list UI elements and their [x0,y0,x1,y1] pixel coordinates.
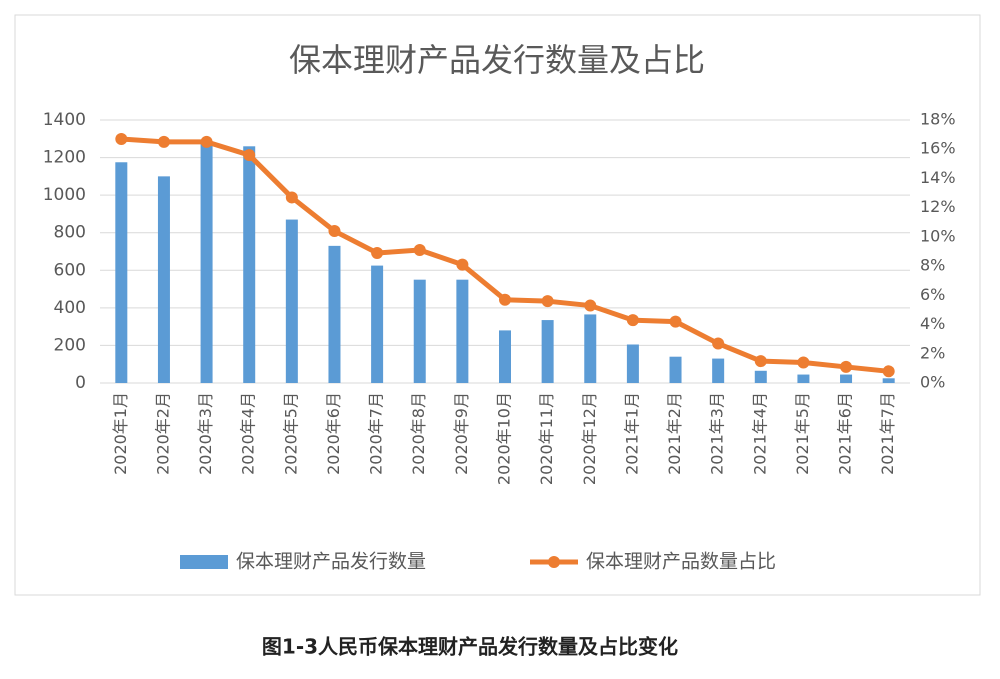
x-tick-label: 2020年8月 [409,392,428,475]
y2-tick-label: 4% [920,314,945,333]
bar [285,219,298,383]
legend-swatch [548,556,560,568]
bar [840,374,853,383]
x-tick-label: 2020年9月 [452,392,471,475]
line-marker [499,293,511,306]
y-tick-label: 800 [54,223,86,243]
line-marker [669,315,682,328]
y2-tick-label: 14% [920,168,956,187]
bar [157,176,170,383]
bar [243,146,256,383]
x-tick-label: 2020年6月 [324,392,343,475]
line-marker [882,365,895,378]
y-tick-label: 200 [54,335,86,355]
x-tick-label: 2020年3月 [196,392,215,475]
bar [499,330,511,383]
line-marker [413,244,426,257]
legend-swatch [180,555,228,569]
line-marker [840,360,853,373]
x-tick-label: 2020年10月 [495,392,514,485]
bar [712,358,725,383]
bar [328,245,341,383]
x-tick-label: 2020年7月 [367,392,386,475]
x-tick-label: 2021年3月 [708,392,727,475]
bar [115,162,128,383]
bar [541,320,554,383]
line-marker [584,299,597,312]
line-marker [243,149,256,162]
bar [754,370,767,383]
chart-frame [14,14,981,596]
x-tick-label: 2021年7月 [878,392,897,475]
line-marker [371,246,384,259]
y-tick-label: 600 [54,260,86,280]
bar [584,314,597,383]
x-tick-label: 2021年4月 [750,392,769,475]
x-tick-label: 2020年11月 [537,392,556,485]
y2-tick-label: 12% [920,197,956,216]
y-tick-label: 1000 [43,185,86,205]
legend-label: 保本理财产品数量占比 [586,551,776,573]
y-tick-label: 1400 [43,110,86,130]
line-marker [754,355,767,368]
line-marker [285,191,298,204]
y2-tick-label: 18% [920,110,956,129]
bar [626,344,639,383]
bar [669,356,682,383]
y2-tick-label: 8% [920,256,945,275]
x-tick-label: 2021年1月 [622,392,641,475]
line-marker [328,225,341,238]
line-marker [115,132,128,145]
line-marker [541,295,554,308]
x-tick-label: 2020年12月 [580,392,599,485]
legend-label: 保本理财产品发行数量 [236,551,426,573]
x-tick-label: 2021年6月 [836,392,855,475]
y-tick-label: 400 [54,298,86,318]
bar [200,142,213,383]
y2-tick-label: 16% [920,139,956,158]
x-tick-label: 2020年4月 [239,392,258,475]
y2-tick-label: 6% [920,285,945,304]
x-tick-label: 2020年5月 [281,392,300,475]
bar [456,279,469,383]
caption: 图1-3人民币保本理财产品发行数量及占比变化 [262,635,678,659]
bar [413,279,426,383]
bar [797,374,810,383]
line-marker [456,258,469,271]
chart-title: 保本理财产品发行数量及占比 [289,41,705,79]
x-tick-label: 2020年2月 [153,392,172,475]
x-tick-label: 2021年5月 [793,392,812,475]
bar [882,378,895,383]
x-tick-label: 2021年2月 [665,392,684,475]
line-marker [200,135,213,148]
x-tick-label: 2020年1月 [111,392,130,475]
line-marker [626,314,639,327]
line-marker [157,135,170,148]
y-tick-label: 0 [75,373,86,393]
line-marker [797,356,810,369]
y2-tick-label: 0% [920,373,945,392]
y-tick-label: 1200 [43,148,86,168]
line-marker [712,337,725,350]
y2-tick-label: 10% [920,226,956,245]
bar [371,265,384,383]
y2-tick-label: 2% [920,343,945,362]
